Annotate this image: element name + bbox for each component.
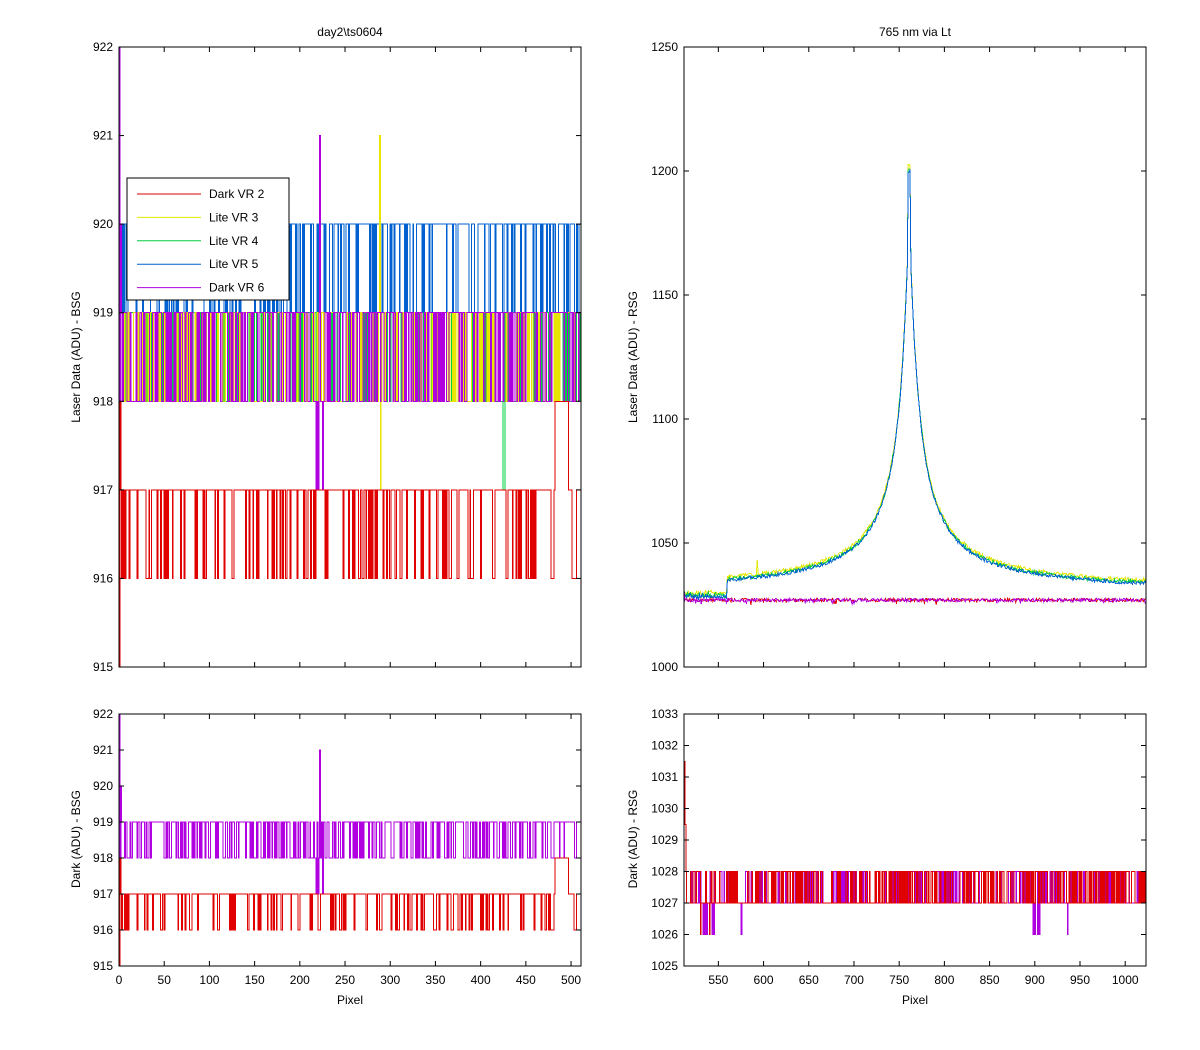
legend-label: Lite VR 4 [209, 234, 259, 248]
y-tick-label: 1026 [651, 928, 678, 942]
y-tick-label: 1150 [652, 288, 678, 302]
y-tick-label: 1031 [651, 770, 678, 784]
x-axis-label: Pixel [902, 993, 928, 1007]
y-tick-label: 1200 [651, 164, 678, 178]
y-tick-label: 919 [93, 815, 113, 829]
y-axis-label: Laser Data (ADU) - RSG [626, 291, 640, 423]
legend: Dark VR 2 Lite VR 3 Lite VR 4 Lite VR 5 Dark… [126, 177, 290, 301]
x-tick-label: 250 [335, 973, 355, 987]
y-tick-label: 916 [93, 571, 113, 585]
x-tick-label: 650 [799, 973, 819, 987]
y-axis-label: Dark (ADU) - RSG [626, 790, 640, 889]
y-tick-label: 1250 [651, 40, 678, 54]
panel-top-right: 765 nm via Lt Laser Data (ADU) - RSG 100… [626, 25, 1147, 674]
y-tick-label: 1033 [651, 707, 678, 721]
series-line-dark-vr-2 [684, 760, 1146, 935]
panel-bottom-left: Pixel Dark (ADU) - BSG 915 916 917 918 919 92… [69, 707, 582, 1007]
panel-title: 765 nm via Lt [879, 25, 952, 39]
legend-label: Lite VR 3 [209, 210, 259, 224]
series-line-dark-vr-2 [119, 400, 581, 667]
series-group [684, 164, 1146, 606]
axes-frame [118, 46, 582, 668]
axes-frame [118, 713, 582, 967]
plot-area: 915 916 917 918 919 920 921 922 [93, 40, 582, 674]
plot-area: 915 916 917 918 919 920 921 922 0 50 100 150 200 250 3… [93, 707, 582, 987]
y-tick-label: 921 [93, 129, 113, 143]
x-tick-label: 1000 [1112, 973, 1139, 987]
x-tick-label: 950 [1070, 973, 1090, 987]
series-group [119, 714, 581, 966]
series-line-dark-vr-6 [119, 714, 581, 895]
series-line-dark-vr-2 [119, 857, 581, 966]
y-tick-label: 917 [93, 887, 113, 901]
y-tick-label: 1027 [651, 896, 678, 910]
series-line-dark-vr-2 [684, 590, 1146, 606]
y-tick-label: 1032 [651, 739, 678, 753]
y-tick-label: 1050 [651, 536, 678, 550]
x-tick-label: 550 [708, 973, 728, 987]
y-tick-label: 919 [93, 306, 113, 320]
x-tick-label: 100 [199, 973, 219, 987]
y-tick-label: 1029 [651, 833, 678, 847]
y-tick-label: 921 [93, 743, 113, 757]
y-tick-label: 1000 [651, 660, 678, 674]
plot-area: 1000 1050 1100 1150 1200 1250 [651, 40, 1147, 674]
x-tick-label: 0 [116, 973, 123, 987]
y-axis-label: Dark (ADU) - BSG [69, 790, 83, 888]
y-tick-label: 920 [93, 779, 113, 793]
y-tick-label: 916 [93, 923, 113, 937]
x-tick-label: 350 [425, 973, 445, 987]
x-tick-label: 850 [980, 973, 1000, 987]
plot-area: 1025 1026 1027 1028 1029 1030 1031 1032 1033 550 6… [651, 707, 1147, 987]
x-tick-label: 150 [245, 973, 265, 987]
panel-bottom-right: Pixel Dark (ADU) - RSG 10251026102710281… [626, 707, 1147, 1007]
x-axis-label: Pixel [337, 993, 363, 1007]
x-tick-label: 200 [290, 973, 310, 987]
y-tick-label: 917 [93, 483, 113, 497]
x-tick-label: 300 [380, 973, 400, 987]
y-tick-label: 1028 [651, 865, 678, 879]
x-tick-label: 400 [471, 973, 491, 987]
y-tick-label: 920 [93, 217, 113, 231]
axes-frame [683, 46, 1147, 668]
series-line-lite-vr-5 [684, 169, 1146, 602]
y-tick-label: 915 [93, 660, 113, 674]
x-tick-label: 700 [844, 973, 864, 987]
x-tick-label: 50 [158, 973, 172, 987]
series-line-dark-vr-6 [119, 47, 581, 491]
y-tick-label: 922 [93, 707, 113, 721]
x-tick-label: 500 [561, 973, 581, 987]
series-group [684, 760, 1146, 935]
legend-box [126, 177, 290, 301]
x-tick-label: 450 [516, 973, 536, 987]
x-tick-label: 900 [1025, 973, 1045, 987]
y-axis-label: Laser Data (ADU) - BSG [69, 291, 83, 422]
legend-label: Dark VR 2 [209, 187, 265, 201]
x-tick-label: 800 [934, 973, 954, 987]
y-tick-label: 918 [93, 394, 113, 408]
x-tick-label: 600 [754, 973, 774, 987]
y-tick-label: 1100 [652, 412, 678, 426]
y-tick-label: 918 [93, 851, 113, 865]
y-tick-label: 1025 [651, 959, 678, 973]
legend-label: Dark VR 6 [209, 281, 265, 295]
x-tick-label: 750 [889, 973, 909, 987]
panel-top-left: day2\ts0604 Laser Data (ADU) - BSG 91591… [69, 25, 582, 674]
legend-label: Lite VR 5 [209, 257, 259, 271]
y-tick-label: 922 [93, 40, 113, 54]
panel-title: day2\ts0604 [317, 25, 383, 39]
series-line-dark-vr-6 [684, 590, 1146, 606]
y-tick-label: 1030 [651, 802, 678, 816]
y-tick-label: 915 [93, 959, 113, 973]
